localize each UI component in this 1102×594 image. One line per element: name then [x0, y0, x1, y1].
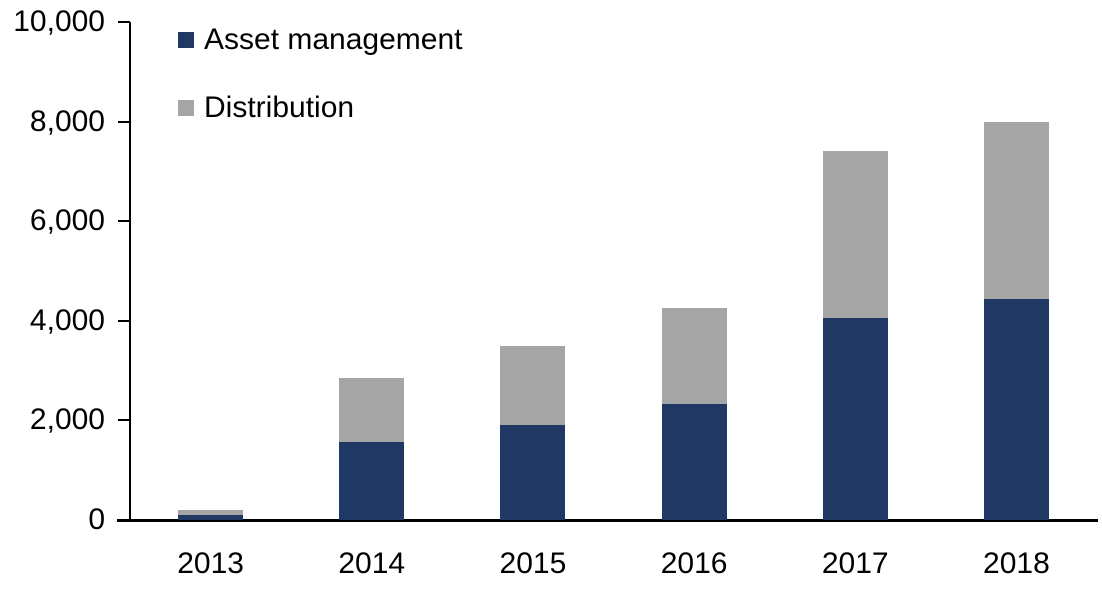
y-axis-label-0: 0 [88, 503, 105, 536]
y-axis-tick-6000 [118, 220, 130, 223]
x-axis-label-2014: 2014 [338, 547, 406, 580]
x-axis-label-2017: 2017 [821, 547, 889, 580]
y-axis-tick-2000 [118, 419, 130, 422]
x-axis-line [117, 519, 1098, 522]
bar-2014-distribution [339, 378, 405, 443]
bar-2017-distribution [822, 151, 888, 319]
bar-2014-asset-management [339, 442, 405, 520]
bar-2013-distribution [178, 510, 244, 515]
legend-label-distribution: Distribution [204, 91, 355, 124]
x-axis-label-2015: 2015 [499, 547, 567, 580]
legend: Asset management Distribution [178, 24, 462, 124]
y-axis-tick-4000 [118, 319, 130, 322]
y-axis-tick-0 [118, 519, 130, 521]
x-axis-label-2016: 2016 [660, 547, 728, 580]
y-axis-label-8000: 8,000 [29, 104, 105, 138]
y-axis-tick-10000 [118, 21, 130, 23]
y-axis-label-2000: 2,000 [29, 403, 105, 437]
legend-swatch-distribution [178, 100, 194, 116]
legend-item-asset-management: Asset management [178, 24, 462, 56]
y-axis-line [129, 22, 131, 521]
y-axis-label-4000: 4,000 [29, 303, 105, 337]
bar-2018-distribution [983, 121, 1049, 299]
bar-2016-distribution [661, 308, 727, 404]
bar-2018-asset-management [983, 298, 1049, 520]
bar-2013-asset-management [178, 515, 244, 520]
y-axis-label-10000: 10,000 [13, 5, 105, 38]
x-axis-label-2013: 2013 [177, 547, 244, 580]
legend-label-asset-management: Asset management [204, 23, 463, 56]
bar-2016-asset-management [661, 403, 727, 520]
bar-2017-asset-management [822, 318, 888, 520]
legend-item-distribution: Distribution [178, 92, 462, 124]
bar-2015-distribution [500, 345, 566, 426]
bar-2015-asset-management [500, 425, 566, 520]
legend-swatch-asset-management [178, 32, 194, 48]
x-axis-label-2018: 2018 [983, 547, 1050, 580]
y-axis-tick-8000 [118, 120, 130, 123]
y-axis-label-6000: 6,000 [29, 204, 105, 238]
